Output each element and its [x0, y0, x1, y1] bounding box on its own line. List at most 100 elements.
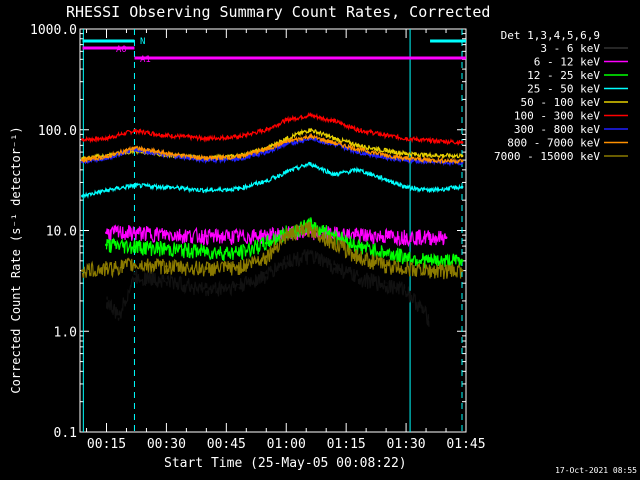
data-point — [133, 275, 136, 278]
data-point — [356, 143, 360, 147]
data-point — [105, 243, 108, 247]
data-point — [236, 187, 240, 191]
data-point — [332, 173, 336, 176]
data-point — [204, 288, 208, 291]
data-point — [384, 178, 388, 182]
data-point — [204, 189, 208, 192]
data-point — [404, 137, 408, 140]
data-point — [308, 113, 312, 117]
data-point — [133, 129, 136, 133]
y-tick-label: 10.0 — [46, 225, 77, 240]
timestamp: 17-Oct-2021 08:55 — [555, 466, 637, 475]
data-point — [460, 159, 464, 163]
data-point — [81, 138, 84, 141]
data-point — [264, 147, 268, 151]
plot-area: 0.1 1.0 10.0 100.0 1000.0 00:15 00:30 00:45 01:0… — [30, 23, 486, 452]
data-point — [133, 146, 136, 150]
data-point — [284, 118, 288, 122]
series-line — [81, 161, 463, 199]
data-series — [81, 134, 464, 167]
data-point — [165, 232, 168, 236]
data-point — [165, 247, 168, 251]
data-series — [105, 217, 464, 270]
x-tick-label: 01:45 — [446, 437, 485, 452]
data-point — [264, 150, 268, 154]
data-point — [460, 154, 464, 158]
data-point — [332, 265, 336, 268]
data-point — [133, 263, 136, 266]
data-point — [236, 266, 240, 269]
data-point — [384, 149, 388, 153]
data-point — [384, 234, 388, 238]
data-series — [105, 249, 432, 327]
x-tick-label: 00:30 — [147, 437, 186, 452]
data-point — [460, 269, 464, 272]
chart-title: RHESSI Observing Summary Count Rates, Co… — [66, 3, 490, 21]
data-series — [81, 161, 464, 199]
data-point — [384, 153, 388, 157]
data-point — [105, 299, 108, 303]
data-point — [308, 162, 312, 166]
data-point — [404, 267, 408, 270]
data-series — [81, 111, 464, 146]
data-point — [404, 235, 408, 238]
data-point — [264, 273, 268, 277]
data-point — [428, 139, 432, 143]
legend-label: 7000 - 15000 keV — [494, 150, 600, 163]
data-point — [105, 155, 108, 159]
data-point — [428, 153, 432, 157]
data-point — [308, 128, 312, 132]
data-point — [428, 235, 432, 239]
y-tick-label: 100.0 — [38, 124, 77, 139]
legend-label: 50 - 100 keV — [521, 96, 601, 109]
data-point — [428, 158, 432, 162]
data-point — [165, 152, 168, 155]
data-point — [284, 170, 288, 174]
data-point — [236, 157, 240, 161]
data-point — [356, 255, 360, 259]
state-bar-label: A0 — [116, 45, 127, 55]
data-point — [404, 156, 408, 160]
data-point — [204, 267, 208, 270]
data-point — [81, 158, 84, 162]
data-point — [284, 142, 288, 146]
data-point — [264, 128, 268, 132]
data-point — [204, 234, 208, 238]
data-point — [384, 264, 388, 267]
y-tick-label: 1000.0 — [30, 23, 77, 38]
data-point — [105, 137, 108, 140]
legend-label: 100 - 300 keV — [514, 110, 600, 123]
data-point — [105, 267, 108, 270]
data-series — [81, 132, 464, 165]
data-point — [428, 259, 432, 263]
data-point — [428, 269, 432, 272]
data-point — [133, 231, 136, 235]
legend-label: 800 - 7000 keV — [507, 137, 600, 150]
data-point — [332, 141, 336, 145]
state-bar-label: A1 — [140, 55, 151, 65]
data-point — [428, 189, 432, 192]
legend-label: 25 - 50 keV — [527, 83, 600, 96]
data-point — [105, 189, 108, 192]
data-point — [165, 185, 168, 189]
series-line — [81, 132, 463, 165]
data-point — [332, 119, 336, 123]
data-point — [105, 231, 108, 235]
data-point — [264, 241, 268, 245]
data-series — [81, 221, 464, 280]
data-point — [284, 259, 288, 263]
data-point — [356, 128, 360, 132]
data-point — [384, 133, 388, 137]
legend-label: 300 - 800 keV — [514, 123, 600, 136]
data-point — [404, 288, 408, 291]
data-point — [204, 250, 208, 253]
data-point — [284, 140, 288, 144]
y-axis-label: Corrected Count Rate (s⁻¹ detector⁻¹) — [9, 126, 23, 393]
data-point — [81, 194, 84, 198]
x-tick-label: 01:30 — [387, 437, 426, 452]
data-point — [264, 255, 268, 259]
data-point — [356, 276, 360, 280]
data-point — [332, 233, 336, 237]
data-point — [308, 134, 312, 138]
